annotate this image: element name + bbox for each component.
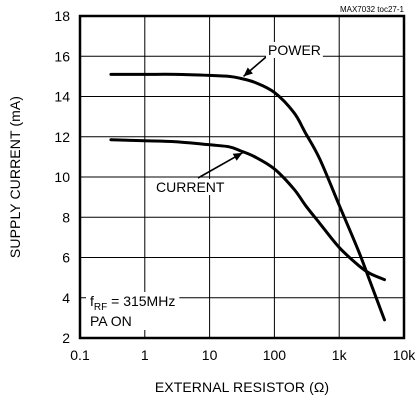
pa-condition: PA ON <box>90 313 132 329</box>
y-tick-label: 4 <box>62 290 70 306</box>
y-tick-label: 18 <box>54 8 70 24</box>
current-series-line <box>109 138 386 282</box>
frequency-symbol: f <box>90 293 94 309</box>
current-annotation: CURRENT <box>154 179 227 195</box>
x-tick-label: 100 <box>263 347 287 363</box>
figure-id: MAX7032 toc27-1 <box>340 5 405 14</box>
grid <box>79 15 405 339</box>
x-tick-label: 10k <box>393 347 416 363</box>
x-tick-label: 0.1 <box>70 347 90 363</box>
plot-frame <box>78 14 406 340</box>
y-axis-title: SUPPLY CURRENT (mA) <box>7 96 23 258</box>
x-tick-label: 1 <box>141 347 149 363</box>
frequency-value: = 315MHz <box>107 293 175 309</box>
power-annotation: POWER <box>266 42 323 58</box>
y-tick-label: 8 <box>62 209 70 225</box>
frequency-condition: fRF = 315MHz <box>90 293 175 313</box>
y-tick-label: 12 <box>54 129 70 145</box>
y-tick-label: 2 <box>62 330 70 346</box>
x-tick-label: 10 <box>202 347 218 363</box>
y-tick-label: 6 <box>62 250 70 266</box>
current-series-label: CURRENT <box>156 179 225 195</box>
test-conditions: fRF = 315MHz PA ON <box>86 292 180 330</box>
y-tick-label: 10 <box>54 169 70 185</box>
frequency-subscript: RF <box>94 302 107 313</box>
current-arrowhead <box>232 152 243 161</box>
series-layer <box>109 56 386 322</box>
power-arrowhead <box>243 67 253 77</box>
power-series-label: POWER <box>268 42 321 58</box>
y-tick-label: 14 <box>54 89 70 105</box>
x-axis-title: EXTERNAL RESISTOR (Ω) <box>155 379 329 395</box>
power-series-line <box>109 72 386 322</box>
x-tick-label: 1k <box>332 347 348 363</box>
tick-labels: 0.1 1 10 100 1k 10k 2 4 6 8 10 12 14 16 18 <box>54 8 416 363</box>
y-tick-label: 16 <box>54 48 70 64</box>
